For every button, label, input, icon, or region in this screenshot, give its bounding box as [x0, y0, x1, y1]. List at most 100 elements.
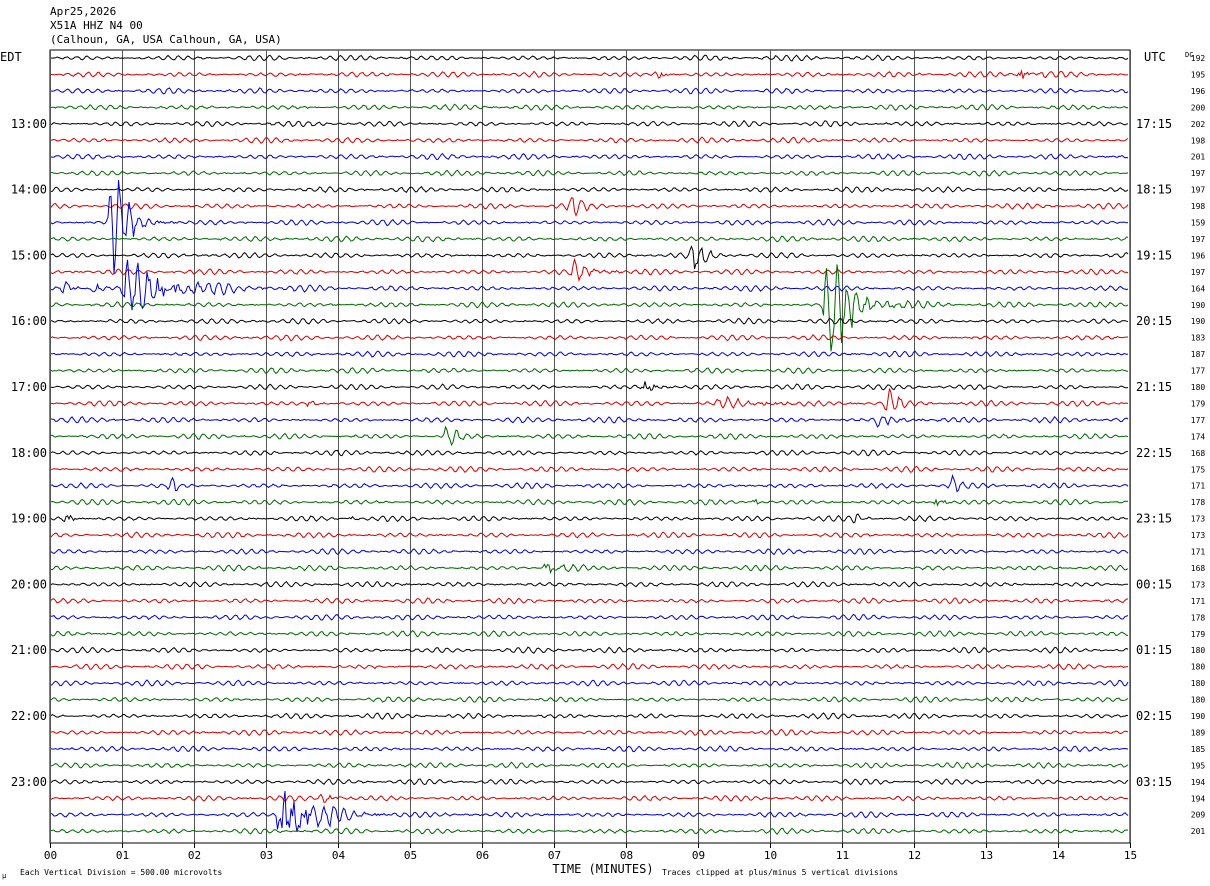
trace-row-29: [50, 531, 1129, 539]
plot-frame: [49, 49, 1131, 844]
trace-row-1: [50, 68, 1128, 79]
edt-hour-label: 20:00: [11, 577, 47, 591]
trace-row-46: [50, 790, 1129, 833]
dc-value: 197: [1191, 169, 1206, 178]
trace-row-41: [50, 728, 1129, 737]
utc-hour-label: 20:15: [1136, 314, 1172, 328]
trace-row-23: [50, 425, 1129, 446]
dc-value: 197: [1191, 268, 1206, 277]
utc-hour-label: 23:15: [1136, 512, 1172, 526]
x-tick-label: 12: [908, 849, 921, 862]
x-tick-label: 10: [764, 849, 777, 862]
utc-hour-label: 01:15: [1136, 643, 1172, 657]
corner-mark: μ: [2, 872, 7, 880]
dc-value: 185: [1191, 745, 1206, 754]
trace-row-19: [50, 367, 1129, 375]
trace-row-44: [50, 778, 1129, 786]
utc-hour-label: 02:15: [1136, 709, 1172, 723]
edt-hour-label: 14:00: [11, 183, 47, 197]
utc-hour-label: 00:15: [1136, 577, 1172, 591]
dc-value: 173: [1191, 515, 1206, 524]
x-tick-label: 03: [260, 849, 273, 862]
x-tick-label: 02: [188, 849, 201, 862]
utc-hour-label: 21:15: [1136, 380, 1172, 394]
trace-row-9: [50, 197, 1129, 217]
trace-row-16: [50, 317, 1129, 325]
dc-value: 190: [1191, 301, 1206, 310]
dc-value: 194: [1191, 794, 1206, 803]
dc-value: 190: [1191, 712, 1206, 721]
trace-row-33: [50, 597, 1129, 605]
trace-row-7: [50, 169, 1129, 177]
trace-row-28: [50, 513, 1129, 524]
dc-value: 168: [1191, 564, 1206, 573]
trace-row-22: [50, 416, 1129, 428]
trace-row-43: [50, 761, 1129, 769]
x-tick-label: 05: [404, 849, 417, 862]
utc-zone-label: UTC: [1144, 50, 1166, 64]
dc-value: 200: [1191, 103, 1206, 112]
trace-row-6: [50, 152, 1129, 161]
x-tick-label: 11: [836, 849, 849, 862]
trace-row-21: [50, 388, 1129, 411]
edt-hour-label: 21:00: [11, 643, 47, 657]
dc-value: 180: [1191, 696, 1206, 705]
edt-hour-label: 23:00: [11, 775, 47, 789]
trace-row-24: [50, 449, 1129, 457]
dc-value: 180: [1191, 383, 1206, 392]
header-location: (Calhoun, GA, USA Calhoun, GA, USA): [50, 33, 282, 46]
edt-hour-label: 19:00: [11, 512, 47, 526]
edt-hour-label: 13:00: [11, 117, 47, 131]
trace-row-47: [50, 827, 1129, 835]
trace-row-18: [50, 350, 1129, 358]
dc-value: 187: [1191, 350, 1206, 359]
scale-note: Each Vertical Division = 500.00 microvol…: [20, 868, 222, 877]
trace-row-4: [50, 119, 1129, 128]
trace-row-3: [50, 103, 1129, 111]
dc-value: 196: [1191, 251, 1206, 260]
dc-value: 209: [1191, 811, 1206, 820]
trace-row-13: [50, 257, 1129, 283]
trace-row-27: [50, 498, 1129, 507]
trace-row-42: [50, 745, 1129, 753]
dc-value: 178: [1191, 498, 1206, 507]
dc-value: 171: [1191, 482, 1206, 491]
utc-hour-label: 22:15: [1136, 446, 1172, 460]
trace-row-26: [50, 474, 1129, 493]
dc-value: 171: [1191, 548, 1206, 557]
dc-value: 183: [1191, 334, 1206, 343]
dc-value: 195: [1191, 761, 1206, 770]
utc-hour-label: 18:15: [1136, 183, 1172, 197]
utc-hour-label: 19:15: [1136, 248, 1172, 262]
dc-value: 164: [1191, 284, 1206, 293]
dc-value: 198: [1191, 202, 1206, 211]
dc-value: 197: [1191, 186, 1206, 195]
dc-value: 195: [1191, 70, 1206, 79]
x-tick-label: 15: [1124, 849, 1137, 862]
trace-row-35: [50, 630, 1129, 638]
edt-zone-label: EDT: [0, 50, 22, 64]
dc-value: 197: [1191, 235, 1206, 244]
dc-value: 196: [1191, 87, 1206, 96]
utc-hour-label: 03:15: [1136, 775, 1172, 789]
dc-value: 190: [1191, 317, 1206, 326]
trace-row-2: [50, 87, 1129, 95]
trace-row-34: [50, 613, 1129, 621]
dc-value: 201: [1191, 827, 1206, 836]
trace-row-14: [50, 259, 1129, 311]
trace-row-25: [50, 465, 1129, 474]
dc-value: 173: [1191, 531, 1206, 540]
trace-row-0: [50, 54, 1129, 62]
dc-label: DC: [1185, 51, 1193, 59]
x-tick-label: 04: [332, 849, 346, 862]
dc-value: 174: [1191, 432, 1206, 441]
trace-row-36: [50, 646, 1129, 654]
dc-value: 178: [1191, 613, 1206, 622]
trace-row-10: [50, 180, 1129, 274]
dc-value: 179: [1191, 399, 1206, 408]
dc-value: 192: [1191, 54, 1206, 63]
trace-row-38: [50, 679, 1129, 687]
trace-row-5: [50, 136, 1129, 144]
x-tick-label: 14: [1052, 849, 1066, 862]
